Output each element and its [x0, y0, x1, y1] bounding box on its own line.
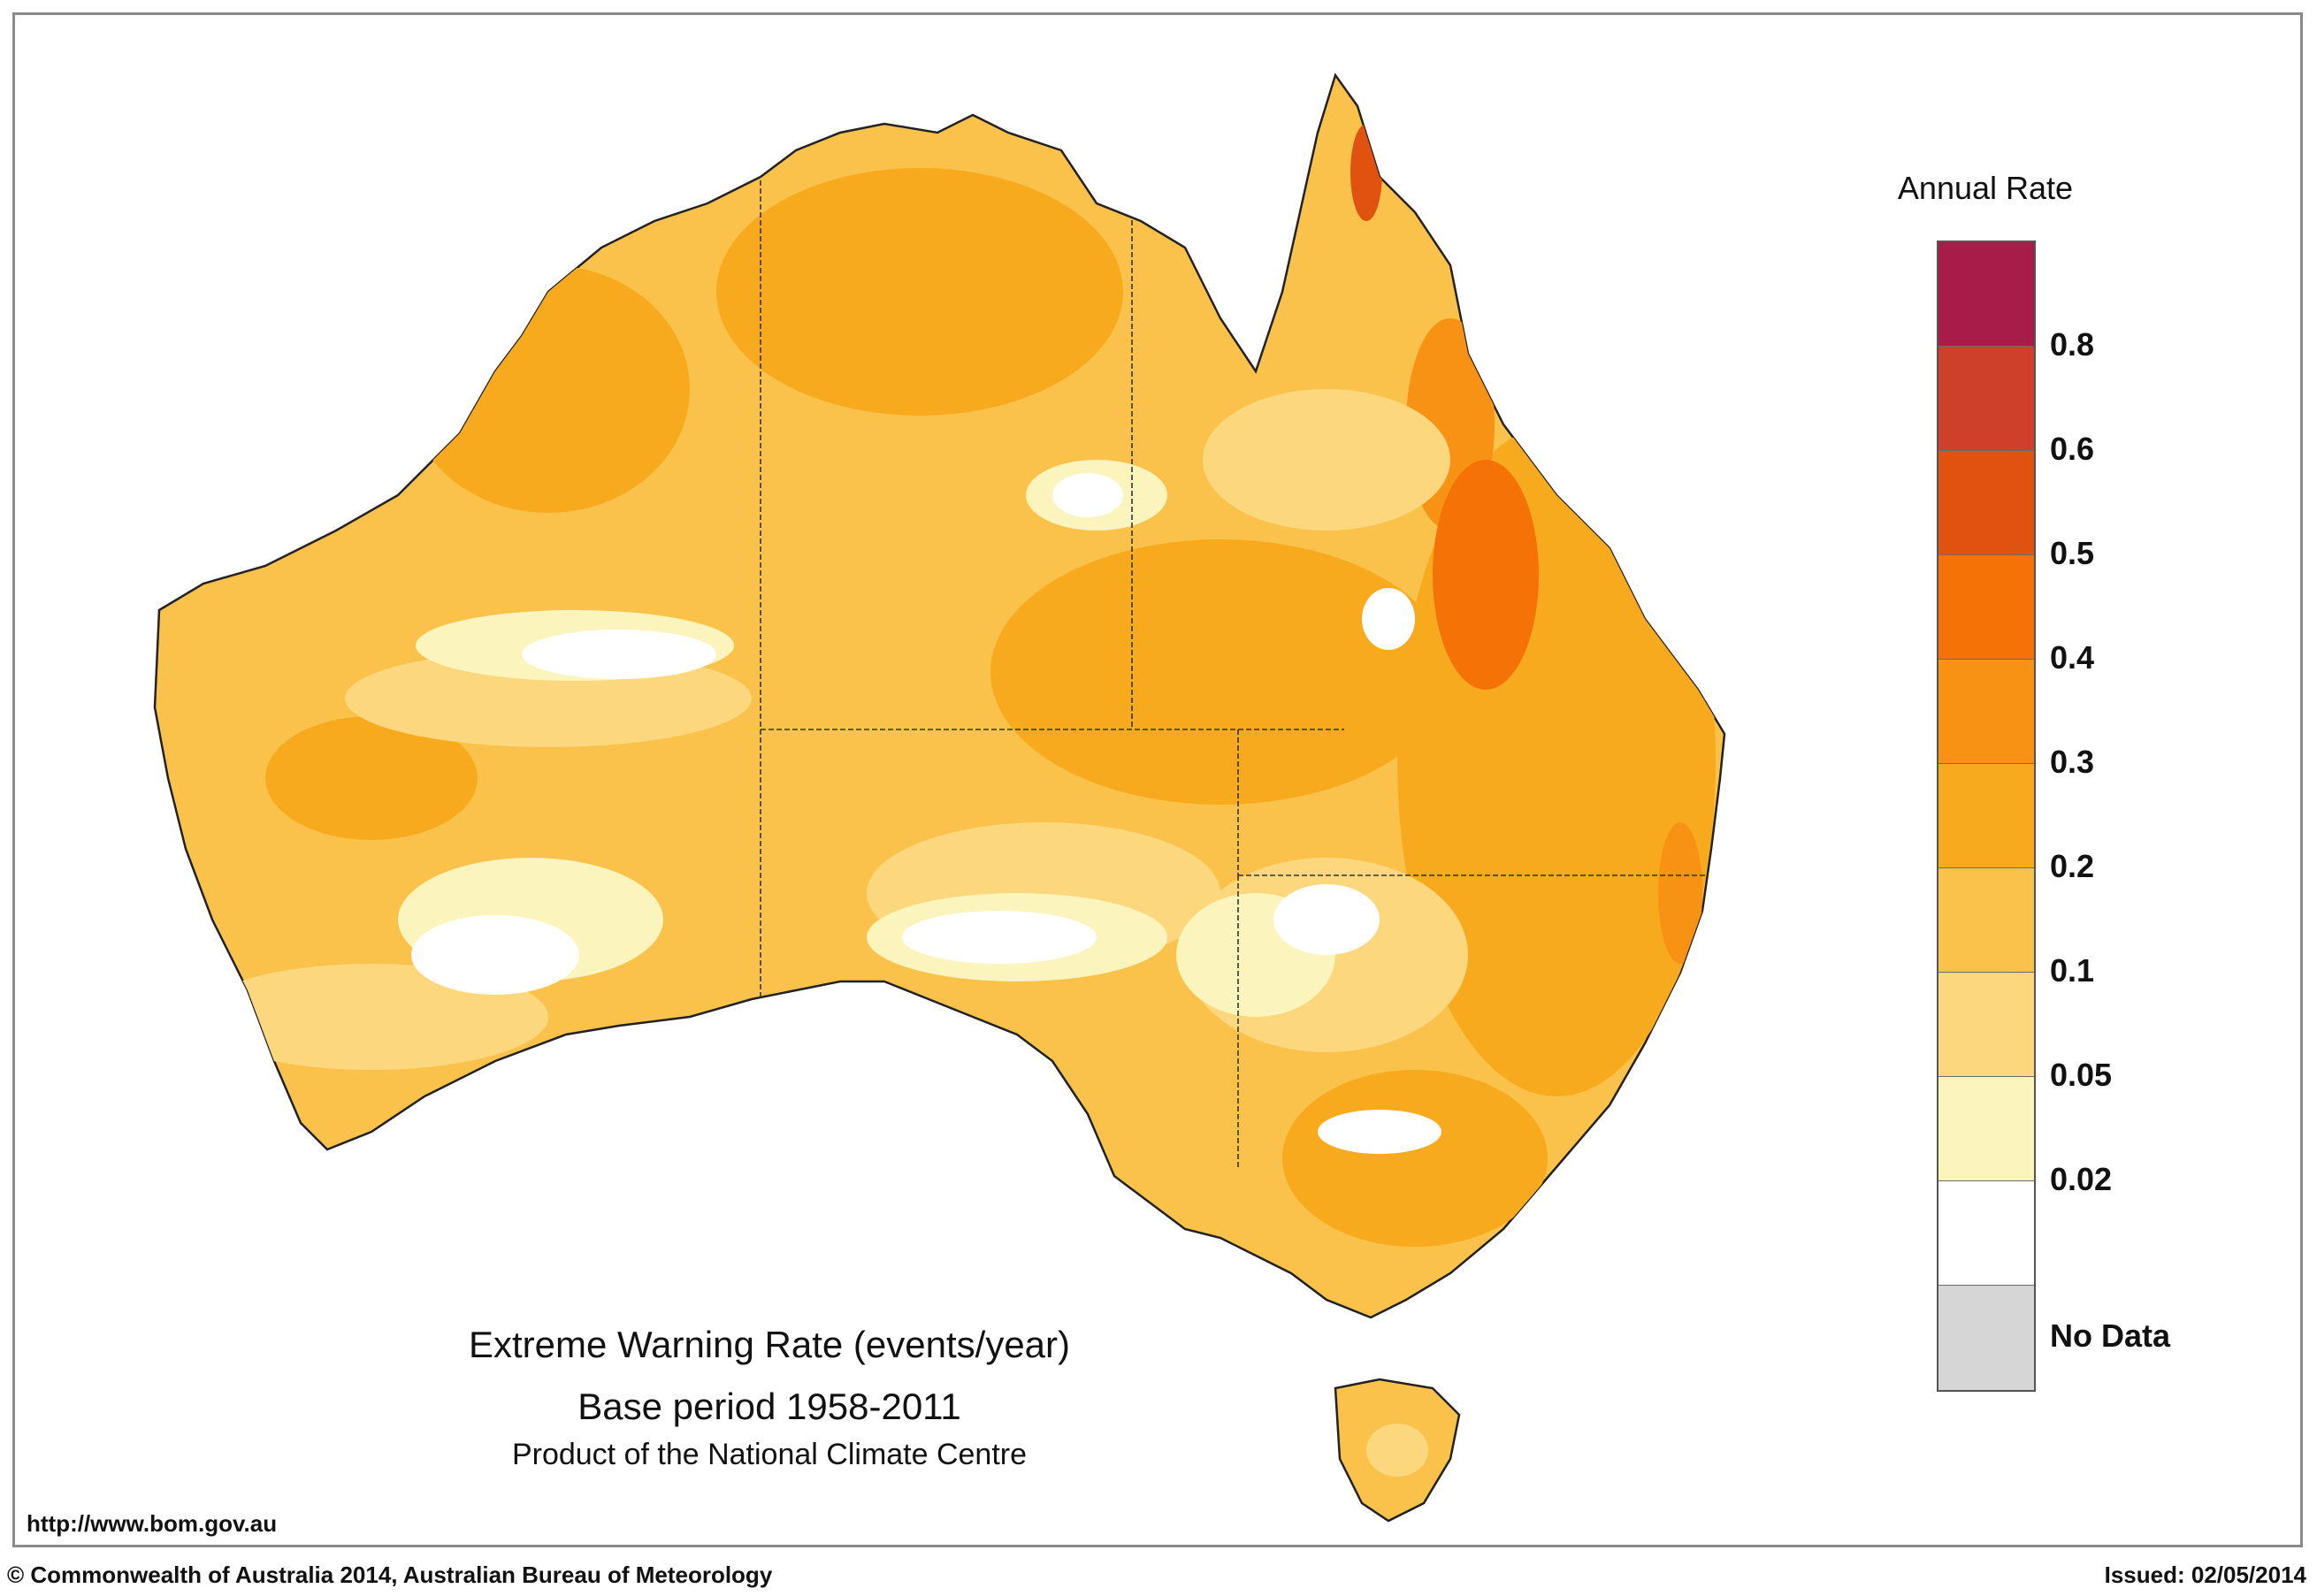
legend-swatch-6: [1938, 868, 2034, 973]
legend-swatch-5: [1938, 764, 2034, 868]
zone-central-qld: [990, 539, 1450, 805]
zone-gulf: [1203, 389, 1450, 531]
zone-white-sa: [902, 911, 1097, 964]
mainland-fill: [153, 73, 1726, 1319]
zone-top-end: [716, 168, 1123, 416]
zone-se-qld: [1658, 822, 1702, 964]
zone-wa-interior: [265, 716, 478, 840]
legend-swatch-2: [1938, 451, 2034, 555]
legend-color-bar: [1937, 241, 2036, 1392]
zone-white-wa: [411, 915, 579, 995]
zone-white-nt: [1052, 473, 1123, 517]
legend-title: Annual Rate: [1897, 170, 2074, 206]
legend-nodata-label: No Data: [2050, 1317, 2171, 1354]
legend-swatch-3: [1938, 555, 2034, 660]
legend-tick-label: 0.8: [2050, 326, 2095, 363]
zone-victoria: [1282, 1070, 1548, 1247]
zone-kimberley: [407, 265, 690, 513]
map-subtitle: Base period 1958-2011: [577, 1386, 961, 1427]
map-title: Extreme Warning Rate (events/year): [468, 1324, 1071, 1365]
zone-ne-hot: [1433, 460, 1539, 690]
zone-white-nsw: [1273, 884, 1380, 955]
legend-tick-label: 0.05: [2050, 1057, 2113, 1093]
zone-white-qld: [1362, 588, 1415, 650]
copyright-text: © Commonwealth of Australia 2014, Austra…: [7, 1562, 773, 1588]
legend-tick-label: 0.6: [2050, 431, 2095, 467]
legend-swatch-10: [1938, 1286, 2034, 1390]
legend-swatch-8: [1938, 1077, 2034, 1181]
legend-swatch-9: [1938, 1181, 2034, 1286]
issued-date: Issued: 02/05/2014: [2104, 1562, 2306, 1588]
legend-swatch-1: [1938, 347, 2034, 451]
legend-swatch-0: [1938, 242, 2034, 347]
legend-tick-label: 0.1: [2050, 952, 2095, 989]
zone-cape-york: [1350, 124, 1382, 221]
tasmania: [1334, 1378, 1461, 1523]
legend-swatch-4: [1938, 660, 2034, 764]
zone-white-desert: [522, 630, 716, 679]
legend-tick-label: 0.02: [2050, 1161, 2113, 1197]
zone-white-murray: [1318, 1110, 1441, 1154]
legend-swatch-7: [1938, 973, 2034, 1077]
map-product-note: Product of the National Climate Centre: [511, 1438, 1028, 1471]
source-url: http://www.bom.gov.au: [27, 1510, 278, 1537]
legend-tick-label: 0.2: [2050, 848, 2095, 884]
legend-tick-label: 0.3: [2050, 744, 2095, 780]
legend-tick-label: 0.5: [2050, 535, 2095, 571]
legend-tick-label: 0.4: [2050, 639, 2095, 676]
